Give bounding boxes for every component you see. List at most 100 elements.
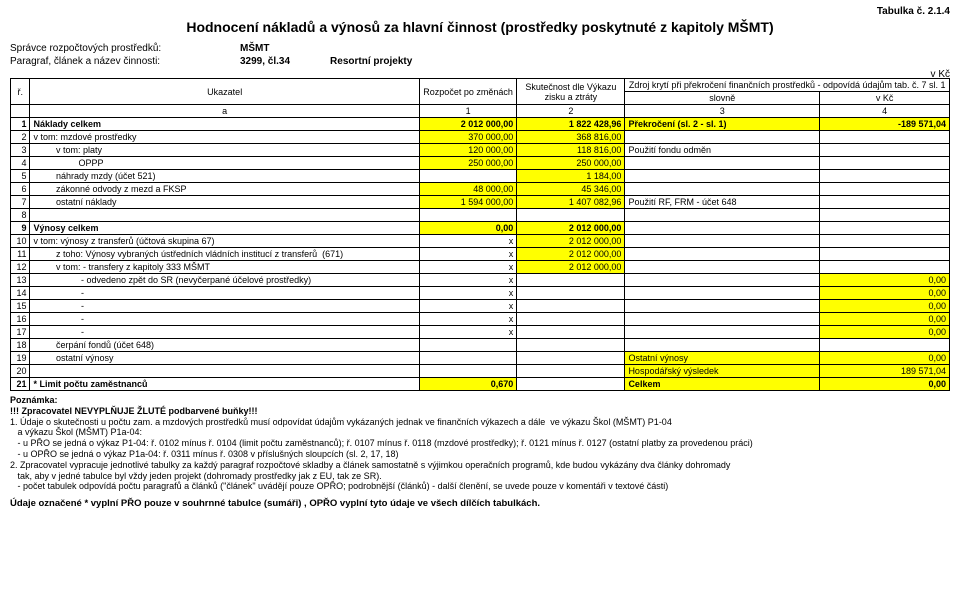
- table-cell: [820, 183, 950, 196]
- meta-label-2: Paragraf, článek a název činnosti:: [10, 56, 240, 67]
- table-cell: [419, 339, 516, 352]
- table-cell: 12: [11, 261, 30, 274]
- table-cell: 120 000,00: [419, 144, 516, 157]
- note-line: - u OPŘO se jedná o výkaz P1a-04: ř. 031…: [10, 449, 950, 460]
- page-title: Hodnocení nákladů a výnosů za hlavní čin…: [10, 19, 950, 35]
- table-row: 5 náhrady mzdy (účet 521)1 184,00: [11, 170, 950, 183]
- table-cell: [625, 248, 820, 261]
- table-row: 19 ostatní výnosyOstatní výnosy0,00: [11, 352, 950, 365]
- header-row-1: ř. Ukazatel Rozpočet po změnách Skutečno…: [11, 79, 950, 92]
- table-row: 12 v tom: - transfery z kapitoly 333 MŠM…: [11, 261, 950, 274]
- table-cell: 18: [11, 339, 30, 352]
- meta-val-1: MŠMT: [240, 43, 269, 54]
- table-row: 10v tom: výnosy z transferů (účtová skup…: [11, 235, 950, 248]
- table-cell: -: [30, 300, 419, 313]
- table-row: 3 v tom: platy120 000,00118 816,00Použit…: [11, 144, 950, 157]
- table-cell: [30, 209, 419, 222]
- table-cell: [30, 365, 419, 378]
- table-cell: 2 012 000,00: [517, 261, 625, 274]
- table-cell: -189 571,04: [820, 118, 950, 131]
- table-cell: 0,670: [419, 378, 516, 391]
- table-cell: -: [30, 326, 419, 339]
- table-cell: [517, 339, 625, 352]
- table-cell: [820, 248, 950, 261]
- table-cell: 0,00: [820, 326, 950, 339]
- hdr-uk: Ukazatel: [30, 79, 419, 105]
- table-cell: [625, 326, 820, 339]
- table-row: 8: [11, 209, 950, 222]
- table-cell: 14: [11, 287, 30, 300]
- table-cell: x: [419, 300, 516, 313]
- table-cell: 10: [11, 235, 30, 248]
- table-cell: 2: [11, 131, 30, 144]
- main-table: ř. Ukazatel Rozpočet po změnách Skutečno…: [10, 78, 950, 391]
- table-cell: 11: [11, 248, 30, 261]
- table-cell: Použití fondu odměn: [625, 144, 820, 157]
- table-cell: [820, 144, 950, 157]
- table-row: 9Výnosy celkem0,002 012 000,00: [11, 222, 950, 235]
- table-cell: x: [419, 287, 516, 300]
- table-cell: [820, 196, 950, 209]
- table-cell: Celkem: [625, 378, 820, 391]
- table-cell: Použití RF, FRM - účet 648: [625, 196, 820, 209]
- table-cell: [517, 300, 625, 313]
- table-cell: [625, 287, 820, 300]
- table-cell: [625, 157, 820, 170]
- table-cell: ostatní výnosy: [30, 352, 419, 365]
- note-line: 1. Údaje o skutečnosti u počtu zam. a mz…: [10, 417, 950, 428]
- table-cell: 9: [11, 222, 30, 235]
- hdr-skut: Skutečnost dle Výkazu zisku a ztráty: [517, 79, 625, 105]
- table-row: 14 -x 0,00: [11, 287, 950, 300]
- meta-row-1: Správce rozpočtových prostředků: MŠMT: [10, 43, 950, 54]
- table-row: 1Náklady celkem2 012 000,001 822 428,96P…: [11, 118, 950, 131]
- table-cell: 17: [11, 326, 30, 339]
- table-cell: 0,00: [820, 287, 950, 300]
- table-cell: [625, 131, 820, 144]
- table-cell: -: [30, 313, 419, 326]
- table-cell: 3: [11, 144, 30, 157]
- table-cell: 189 571,04: [820, 365, 950, 378]
- table-cell: x: [419, 261, 516, 274]
- table-cell: 1 184,00: [517, 170, 625, 183]
- table-cell: [625, 235, 820, 248]
- table-cell: 1: [11, 118, 30, 131]
- table-cell: Překročení (sl. 2 - sl. 1): [625, 118, 820, 131]
- table-cell: [517, 326, 625, 339]
- hdr-slov: slovně: [625, 92, 820, 105]
- table-cell: zákonné odvody z mezd a FKSP: [30, 183, 419, 196]
- notes-block: Poznámka: !!! Zpracovatel NEVYPLŇUJE ŽLU…: [10, 395, 950, 492]
- table-cell: x: [419, 274, 516, 287]
- table-cell: x: [419, 326, 516, 339]
- table-cell: 21: [11, 378, 30, 391]
- hdr-vkc: v Kč: [820, 92, 950, 105]
- table-cell: x: [419, 248, 516, 261]
- table-cell: Hospodářský výsledek: [625, 365, 820, 378]
- poznamka-label: Poznámka:: [10, 395, 950, 406]
- table-cell: [820, 170, 950, 183]
- table-cell: 0,00: [820, 352, 950, 365]
- meta-val-2b: Resortní projekty: [330, 56, 412, 67]
- table-cell: Výnosy celkem: [30, 222, 419, 235]
- table-cell: -: [30, 287, 419, 300]
- table-cell: [820, 235, 950, 248]
- table-cell: 1 594 000,00: [419, 196, 516, 209]
- table-cell: [517, 352, 625, 365]
- table-row: 4 OPPP250 000,00250 000,00: [11, 157, 950, 170]
- table-cell: [820, 157, 950, 170]
- hdr-a: a: [30, 105, 419, 118]
- table-cell: x: [419, 313, 516, 326]
- table-cell: [625, 222, 820, 235]
- table-cell: ostatní náklady: [30, 196, 419, 209]
- meta-label-1: Správce rozpočtových prostředků:: [10, 43, 240, 54]
- table-cell: [517, 274, 625, 287]
- table-cell: 16: [11, 313, 30, 326]
- table-row: 15 -x0,00: [11, 300, 950, 313]
- footer-note: Údaje označené * vyplní PŘO pouze v souh…: [10, 498, 950, 509]
- table-cell: 8: [11, 209, 30, 222]
- table-cell: Náklady celkem: [30, 118, 419, 131]
- table-row: 6 zákonné odvody z mezd a FKSP48 000,004…: [11, 183, 950, 196]
- table-cell: [517, 209, 625, 222]
- table-cell: 2 012 000,00: [517, 248, 625, 261]
- table-row: 13 - odvedeno zpět do SR (nevyčerpané úč…: [11, 274, 950, 287]
- table-cell: [517, 365, 625, 378]
